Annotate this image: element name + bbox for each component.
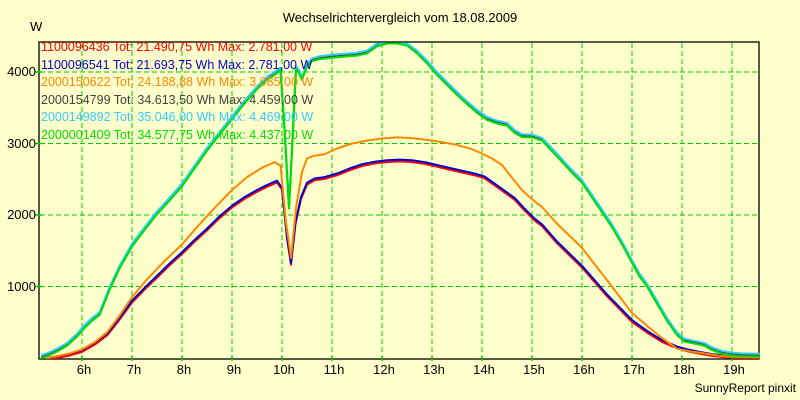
footer-credit: SunnyReport pinxit xyxy=(694,381,796,395)
legend-item-1100096541: 1100096541 Tot: 21.693,75 Wh Max: 2.781,… xyxy=(41,57,313,72)
x-tick-label: 12h xyxy=(373,362,395,377)
x-tick-label: 8h xyxy=(176,362,192,377)
legend-item-1100096436: 1100096436 Tot: 21.490,75 Wh Max: 2.781,… xyxy=(41,40,313,54)
x-tick-label: 6h xyxy=(76,362,92,377)
y-tick-label: 1000 xyxy=(7,278,36,294)
series-line-2000149892 xyxy=(41,42,760,357)
legend-item-2000154799: 2000154799 Tot: 34.613,50 Wh Max: 4.459,… xyxy=(41,92,314,107)
y-tick-label: 2000 xyxy=(7,207,36,222)
chart-legend: 1100096436 Tot: 21.490,75 Wh Max: 2.781,… xyxy=(41,39,313,144)
y-tick-label: 3000 xyxy=(7,135,36,151)
x-tick-label: 9h xyxy=(226,362,242,377)
legend-item-2000001409: 2000001409 Tot: 34.577,75 Wh Max: 4.437,… xyxy=(41,127,314,142)
x-tick-label: 17h xyxy=(623,362,645,377)
x-tick-label: 18h xyxy=(673,362,695,377)
series-line-1100096436 xyxy=(46,160,760,359)
x-tick-label: 7h xyxy=(126,362,142,377)
y-tick-label: 4000 xyxy=(7,64,36,79)
plot-border xyxy=(38,41,760,360)
x-tick-label: 10h xyxy=(273,362,295,377)
x-tick-label: 11h xyxy=(323,362,345,377)
x-tick-label: 19h xyxy=(723,362,745,377)
series-line-1100096541 xyxy=(46,158,760,359)
x-tick-label: 14h xyxy=(473,362,495,377)
y-axis-unit-label: W xyxy=(30,19,43,34)
legend-item-2000149892: 2000149892 Tot: 35.046,00 Wh Max: 4.469,… xyxy=(41,110,314,124)
x-tick-label: 16h xyxy=(573,362,595,377)
series-line-2000150622 xyxy=(46,136,760,359)
series-line-2000001409 xyxy=(41,42,760,359)
x-tick-label: 13h xyxy=(423,362,445,377)
x-tick-label: 15h xyxy=(523,362,545,377)
page-title: Wechselrichtervergleich vom 18.08.2009 xyxy=(282,10,518,25)
legend-item-2000150622: 2000150622 Tot: 24.188,88 Wh Max: 3.085,… xyxy=(41,75,314,89)
